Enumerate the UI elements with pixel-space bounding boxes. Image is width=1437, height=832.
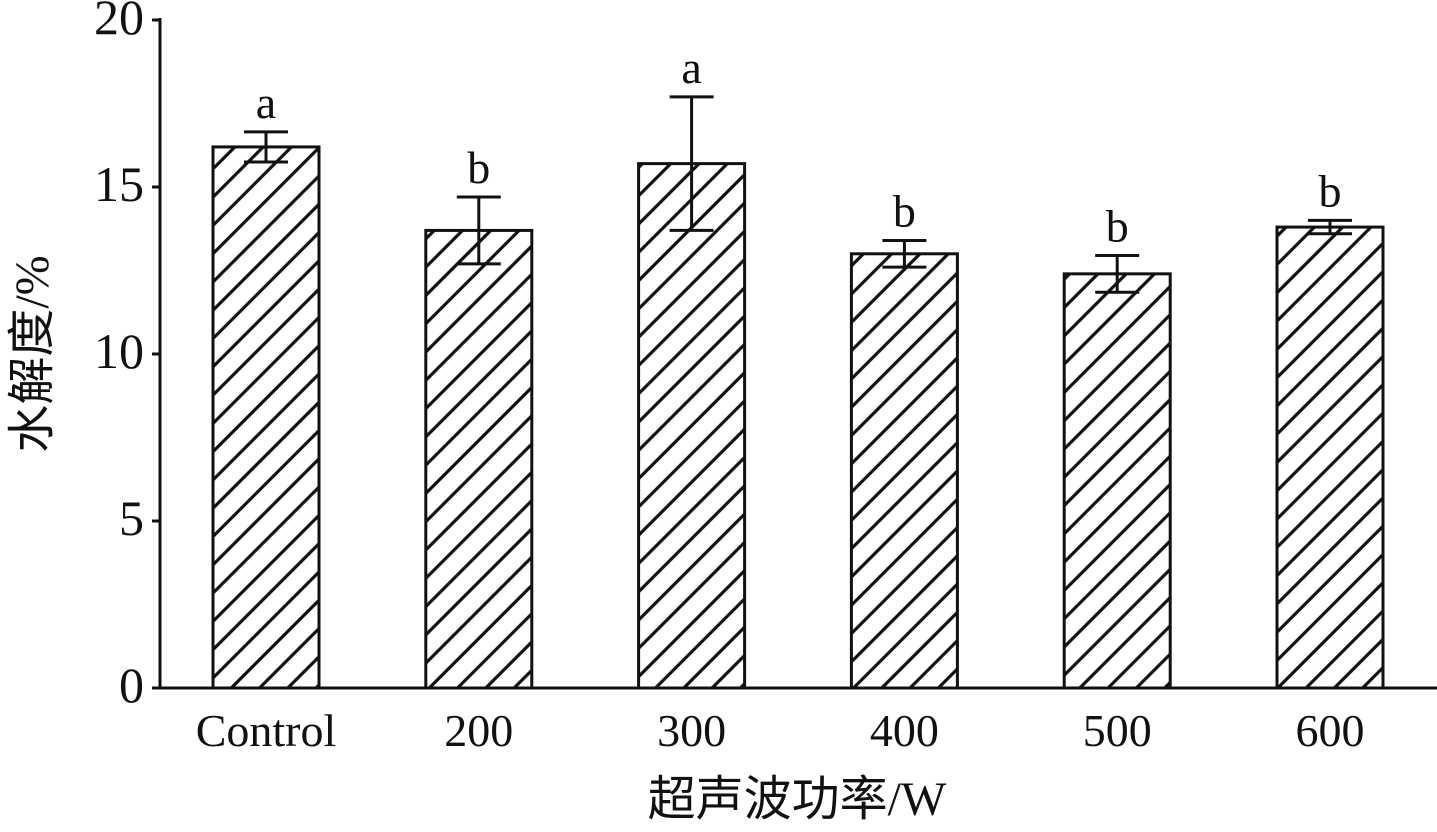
bar-600 — [1275, 225, 1385, 690]
x-tick-label: 500 — [1083, 705, 1152, 756]
x-ticks: Control 200 300 400 500 600 — [196, 705, 1365, 756]
significance-label: a — [681, 42, 701, 93]
y-ticks: 0 5 10 15 20 — [94, 0, 160, 713]
y-tick-label: 5 — [119, 490, 144, 546]
error-bar — [1095, 253, 1140, 294]
bar-400 — [849, 252, 959, 690]
significance-label: a — [256, 77, 276, 128]
x-tick-label: 300 — [657, 705, 726, 756]
y-tick-label: 10 — [94, 323, 144, 379]
plot-area: a b a b b b — [211, 42, 1385, 690]
x-axis-title: 超声波功率/W — [648, 773, 947, 826]
bar-300 — [637, 162, 747, 690]
y-tick-label: 15 — [94, 156, 144, 212]
error-bar — [456, 195, 501, 266]
x-tick-label: 200 — [444, 705, 513, 756]
y-tick-label: 20 — [94, 0, 144, 45]
bar-500 — [1062, 272, 1172, 690]
x-tick-label: 400 — [870, 705, 939, 756]
x-tick-label: 600 — [1296, 705, 1365, 756]
error-bar — [1308, 218, 1352, 236]
y-tick-label: 0 — [119, 657, 144, 713]
error-bar — [244, 130, 288, 164]
x-tick-label: Control — [196, 705, 337, 756]
significance-label: b — [1319, 165, 1342, 216]
bar-control — [211, 145, 321, 690]
significance-label: b — [467, 142, 490, 193]
bar-200 — [424, 228, 534, 690]
y-axis-title: 水解度/% — [6, 255, 59, 452]
error-bar — [882, 238, 927, 269]
significance-label: b — [893, 185, 916, 236]
error-bar — [669, 95, 714, 232]
significance-label: b — [1106, 200, 1129, 251]
